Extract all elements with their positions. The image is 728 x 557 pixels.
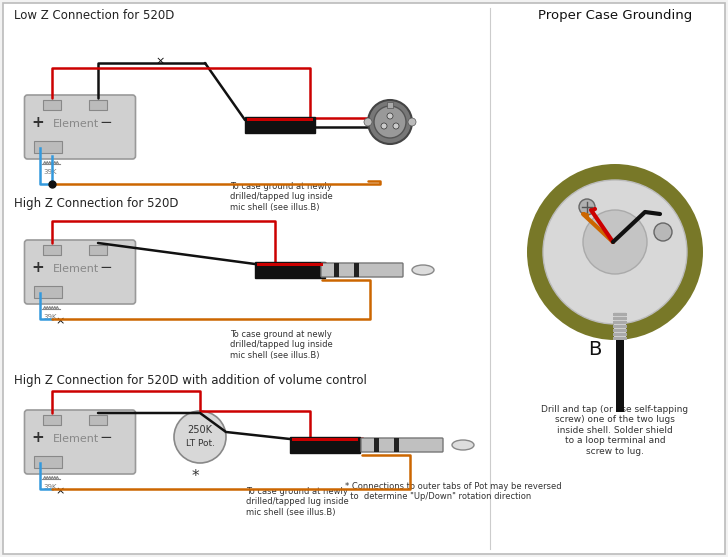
Text: To case ground at newly
drilled/tapped lug inside
mic shell (see illus.B): To case ground at newly drilled/tapped l… [230, 330, 333, 360]
Bar [614, 320, 626, 321]
Bar [43, 415, 61, 425]
Circle shape [174, 411, 226, 463]
Circle shape [387, 113, 393, 119]
Bar [394, 438, 399, 452]
Bar [613, 325, 627, 328]
Text: +: + [31, 115, 44, 129]
Bar [614, 336, 626, 337]
Text: ×: × [155, 56, 165, 66]
Text: High Z Connection for 520D: High Z Connection for 520D [14, 197, 178, 210]
Bar [292, 438, 358, 441]
Text: Element: Element [53, 434, 99, 444]
FancyBboxPatch shape [25, 95, 135, 159]
Bar [334, 263, 339, 277]
Bar [247, 118, 313, 121]
Bar [614, 328, 626, 329]
Circle shape [543, 180, 687, 324]
Bar [613, 313, 627, 316]
Bar [613, 333, 627, 336]
Circle shape [527, 164, 703, 340]
Text: +: + [31, 429, 44, 444]
FancyBboxPatch shape [25, 240, 135, 304]
Text: To case ground at newly
drilled/tapped lug inside
mic shell (see illus.B): To case ground at newly drilled/tapped l… [246, 487, 349, 517]
Circle shape [408, 118, 416, 126]
Text: 39K: 39K [44, 484, 58, 490]
Ellipse shape [452, 440, 474, 450]
Bar [613, 329, 627, 332]
Text: High Z Connection for 520D with addition of volume control: High Z Connection for 520D with addition… [14, 374, 367, 387]
Bar [245, 117, 315, 133]
Text: * Connections to outer tabs of Pot may be reversed
  to  determine "Up/Down" rot: * Connections to outer tabs of Pot may b… [345, 482, 561, 501]
Bar [33, 286, 61, 298]
Text: Drill and tap (or use self-tapping
screw) one of the two lugs
inside shell. Sold: Drill and tap (or use self-tapping screw… [542, 405, 689, 456]
FancyBboxPatch shape [361, 438, 443, 452]
Bar [43, 245, 61, 255]
Text: Proper Case Grounding: Proper Case Grounding [538, 9, 692, 22]
Text: B: B [588, 340, 601, 359]
Bar [290, 437, 360, 453]
Bar [614, 324, 626, 325]
Text: 39K: 39K [44, 314, 58, 320]
Circle shape [393, 123, 399, 129]
Text: ×: × [55, 486, 65, 496]
Bar [89, 100, 107, 110]
Text: ×: × [55, 316, 65, 326]
Circle shape [364, 118, 372, 126]
Bar [616, 340, 624, 412]
Text: −: − [100, 429, 112, 444]
Bar [354, 263, 359, 277]
Text: 39K: 39K [44, 169, 58, 175]
Text: LT Pot.: LT Pot. [186, 438, 215, 447]
Bar [614, 312, 626, 313]
Bar [387, 102, 393, 108]
Bar [257, 263, 323, 266]
Circle shape [654, 223, 672, 241]
Text: Element: Element [53, 119, 99, 129]
Circle shape [374, 106, 406, 138]
Text: Element: Element [53, 264, 99, 274]
Circle shape [368, 100, 412, 144]
FancyBboxPatch shape [321, 263, 403, 277]
Bar [33, 141, 61, 153]
Bar [255, 262, 325, 278]
Circle shape [583, 210, 647, 274]
Bar [89, 415, 107, 425]
Text: −: − [100, 260, 112, 275]
Text: Low Z Connection for 520D: Low Z Connection for 520D [14, 9, 175, 22]
Ellipse shape [412, 265, 434, 275]
Text: To case ground at newly
drilled/tapped lug inside
mic shell (see illus.B): To case ground at newly drilled/tapped l… [230, 182, 333, 212]
Bar [89, 245, 107, 255]
Circle shape [381, 123, 387, 129]
Bar [613, 337, 627, 340]
Bar [33, 456, 61, 468]
Text: 250K: 250K [188, 425, 213, 435]
Bar [374, 438, 379, 452]
Bar [614, 332, 626, 333]
Circle shape [579, 199, 595, 215]
Bar [613, 321, 627, 324]
Text: *: * [191, 470, 199, 485]
Bar [43, 100, 61, 110]
Bar [614, 316, 626, 317]
FancyBboxPatch shape [25, 410, 135, 474]
Bar [613, 317, 627, 320]
Text: −: − [100, 115, 112, 129]
Text: +: + [31, 260, 44, 275]
